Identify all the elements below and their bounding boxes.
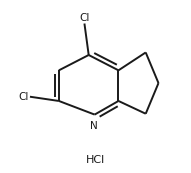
Text: Cl: Cl	[79, 13, 90, 23]
Text: N: N	[90, 121, 98, 131]
Text: HCl: HCl	[86, 155, 105, 165]
Text: Cl: Cl	[18, 92, 28, 102]
